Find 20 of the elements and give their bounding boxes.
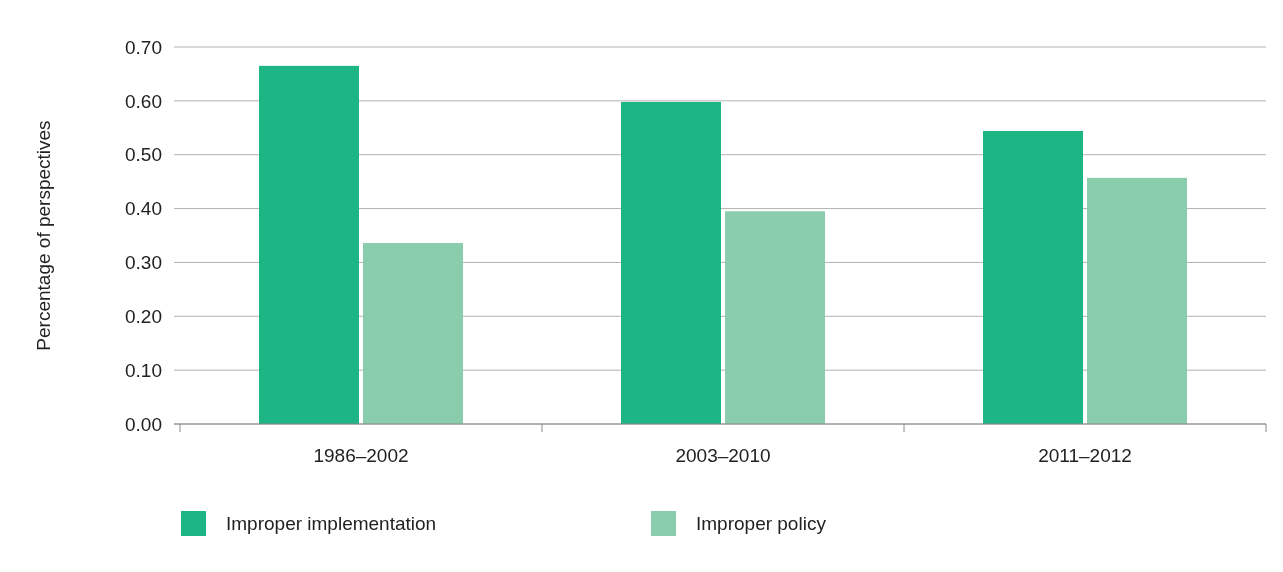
bar bbox=[1087, 177, 1187, 424]
y-axis-title: Percentage of perspectives bbox=[33, 120, 54, 351]
y-tick-label: 0.00 bbox=[125, 413, 162, 435]
bar bbox=[363, 243, 463, 424]
bar bbox=[983, 131, 1083, 424]
y-tick-label: 0.10 bbox=[125, 359, 162, 381]
bar bbox=[259, 65, 359, 424]
x-tick-label: 2003–2010 bbox=[675, 445, 771, 466]
y-tick-label: 0.50 bbox=[125, 144, 162, 166]
y-tick-label: 0.30 bbox=[125, 252, 162, 274]
x-tick-label: 1986–2002 bbox=[313, 445, 409, 466]
bar bbox=[621, 101, 721, 424]
y-tick-label: 0.20 bbox=[125, 305, 162, 327]
legend-label: Improper policy bbox=[696, 512, 827, 534]
bar bbox=[725, 211, 825, 424]
legend-label: Improper implementation bbox=[226, 512, 437, 534]
y-tick-label: 0.40 bbox=[125, 198, 162, 220]
y-tick-label: 0.70 bbox=[125, 36, 162, 58]
y-tick-label: 0.60 bbox=[125, 90, 162, 112]
x-tick-label: 2011–2012 bbox=[1038, 445, 1132, 466]
